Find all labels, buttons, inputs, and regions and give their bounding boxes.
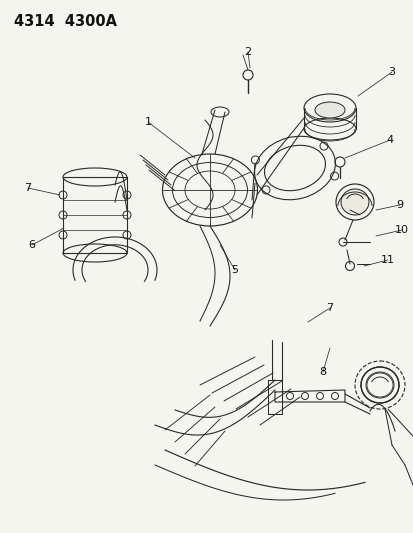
- Text: 9: 9: [396, 200, 403, 210]
- Text: 7: 7: [325, 303, 333, 313]
- Text: 6: 6: [28, 240, 36, 250]
- Ellipse shape: [340, 189, 368, 215]
- Text: 7: 7: [24, 183, 31, 193]
- Text: 4314  4300A: 4314 4300A: [14, 14, 117, 29]
- Text: 1: 1: [144, 117, 151, 127]
- Text: 4: 4: [385, 135, 393, 145]
- Text: 10: 10: [394, 225, 408, 235]
- Text: 5: 5: [231, 265, 238, 275]
- Text: 8: 8: [319, 367, 326, 377]
- Ellipse shape: [314, 102, 344, 118]
- Text: 11: 11: [380, 255, 394, 265]
- Text: 3: 3: [387, 67, 394, 77]
- Text: 2: 2: [244, 47, 251, 57]
